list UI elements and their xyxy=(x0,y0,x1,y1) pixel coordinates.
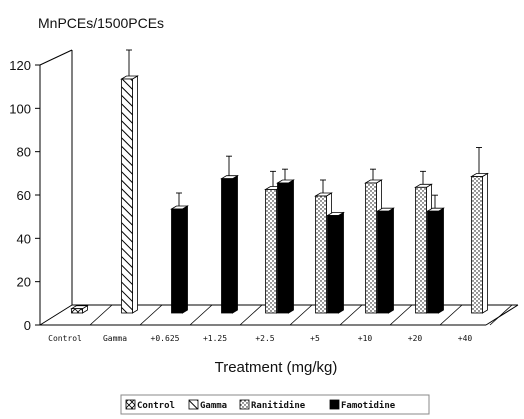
bar-famotidine-side xyxy=(288,179,294,314)
bar-famotidine-side xyxy=(232,174,238,314)
floor-divider xyxy=(239,304,263,326)
bars xyxy=(70,75,489,314)
bar-ranitidine-side xyxy=(482,172,488,314)
x-ticks: Control Gamma +0.625 +1.25 +2.5 +5 +10 +20 +40 xyxy=(48,304,513,343)
bar-control xyxy=(71,308,83,314)
y-tick-label: 20 xyxy=(17,275,31,290)
floor-divider xyxy=(389,304,413,326)
x-tick-label: Control xyxy=(48,334,82,343)
legend-swatch-gamma xyxy=(188,399,199,410)
x-tick-label: +1.25 xyxy=(203,334,227,343)
x-tick-label: +5 xyxy=(310,334,320,343)
legend-label-control: Control xyxy=(137,401,175,411)
bar-ranitidine xyxy=(365,182,377,314)
x-axis-title: Treatment (mg/kg) xyxy=(215,359,338,376)
floor-divider xyxy=(89,304,113,326)
x-tick-label: Gamma xyxy=(103,334,127,343)
floor-right-edge xyxy=(485,304,519,326)
bar-famotidine-side xyxy=(338,211,344,314)
x-tick-label: +2.5 xyxy=(255,334,274,343)
floor-divider xyxy=(339,304,363,326)
y-tick-label: 0 xyxy=(24,318,31,333)
y-tick-label: 120 xyxy=(9,58,31,73)
legend: Control Gamma Ranitidine Famotidine xyxy=(120,394,430,415)
floor-divider xyxy=(189,304,213,326)
legend-label-famotidine: Famotidine xyxy=(341,400,396,411)
bar-famotidine-side xyxy=(438,207,444,314)
bar-famotidine xyxy=(221,178,233,314)
bar-ranitidine xyxy=(471,176,483,314)
y-tick-label: 40 xyxy=(17,231,31,246)
legend-swatch-ranitidine xyxy=(239,399,250,410)
back-wall-top-left xyxy=(39,49,73,66)
legend-swatch-control xyxy=(125,399,136,410)
bar-famotidine-side xyxy=(182,205,188,314)
legend-label-ranitidine: Ranitidine xyxy=(251,400,306,411)
bar-famotidine xyxy=(277,182,289,314)
floor-divider xyxy=(289,304,313,326)
x-tick-label: +40 xyxy=(458,334,473,343)
floor-divider xyxy=(439,304,463,326)
y-ticks: 0 20 40 60 80 100 120 xyxy=(9,58,40,333)
y-tick-label: 60 xyxy=(17,188,31,203)
y-tick-label: 80 xyxy=(17,145,31,160)
legend-swatch-famotidine xyxy=(329,399,340,410)
bar-ranitidine xyxy=(265,189,277,314)
floor-divider xyxy=(489,304,513,326)
y-axis-title: MnPCEs/1500PCEs xyxy=(38,15,164,31)
error-bars xyxy=(126,49,482,209)
bar-ranitidine xyxy=(315,195,327,314)
x-tick-label: +10 xyxy=(358,334,373,343)
bar-famotidine xyxy=(377,210,389,314)
floor-divider xyxy=(139,304,163,326)
bar-gamma xyxy=(121,78,133,314)
bar-ranitidine xyxy=(415,186,427,314)
bar-gamma-side xyxy=(132,75,138,314)
bar-famotidine xyxy=(327,215,339,314)
x-tick-label: +0.625 xyxy=(151,334,180,343)
legend-label-gamma: Gamma xyxy=(200,401,227,411)
x-tick-label: +20 xyxy=(408,334,423,343)
bar-famotidine xyxy=(171,208,183,314)
bar-famotidine xyxy=(427,210,439,314)
bar-famotidine-side xyxy=(388,207,394,314)
floor-left-edge xyxy=(39,304,73,326)
y-tick-label: 100 xyxy=(9,101,31,116)
